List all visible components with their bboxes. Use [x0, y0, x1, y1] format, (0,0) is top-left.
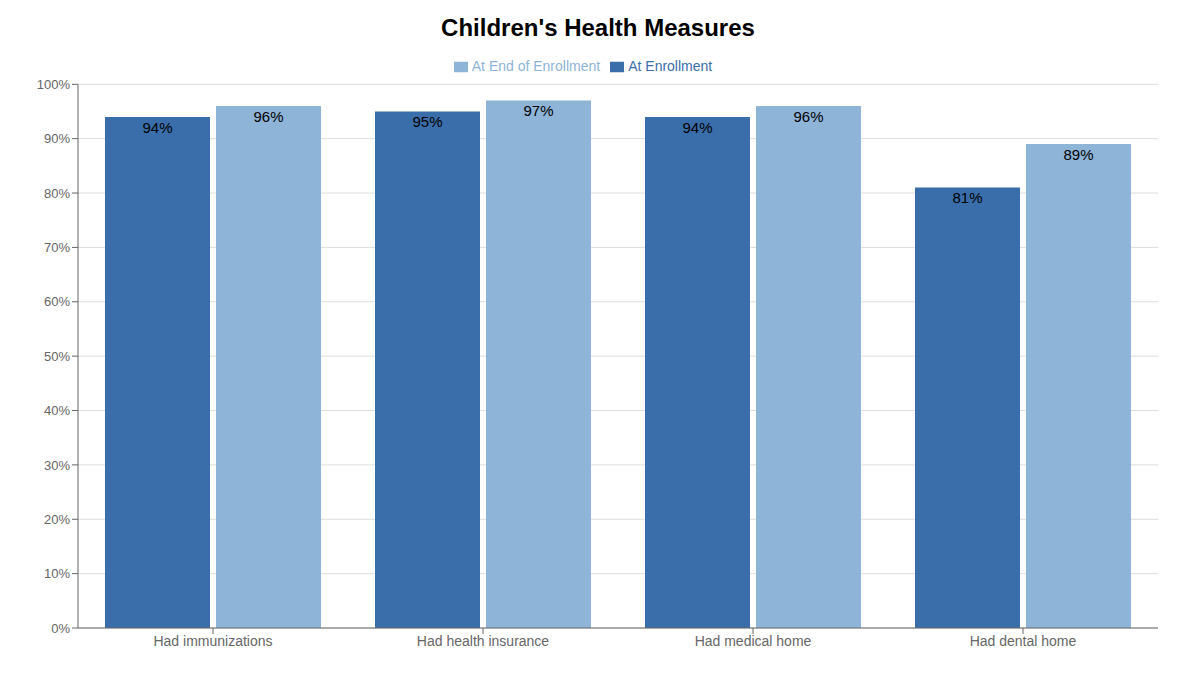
svg-text:81%: 81% — [952, 189, 982, 206]
svg-text:90%: 90% — [44, 131, 70, 146]
svg-text:Had medical home: Had medical home — [695, 633, 812, 649]
svg-text:89%: 89% — [1063, 146, 1093, 163]
svg-text:10%: 10% — [44, 566, 70, 581]
svg-text:20%: 20% — [44, 512, 70, 527]
svg-text:100%: 100% — [37, 77, 71, 92]
svg-text:60%: 60% — [44, 294, 70, 309]
svg-text:96%: 96% — [793, 108, 823, 125]
svg-text:Had health insurance: Had health insurance — [417, 633, 550, 649]
svg-text:40%: 40% — [44, 403, 70, 418]
svg-text:94%: 94% — [682, 119, 712, 136]
html-text:At Enrollment: At Enrollment — [628, 58, 713, 74]
svg-text:50%: 50% — [44, 349, 70, 364]
svg-text:70%: 70% — [44, 240, 70, 255]
svg-text:95%: 95% — [412, 113, 442, 130]
svg-text:96%: 96% — [253, 108, 283, 125]
svg-text:30%: 30% — [44, 458, 70, 473]
html-text:Children's Health Measures: Children's Health Measures — [441, 14, 755, 41]
svg-text:Had dental home: Had dental home — [970, 633, 1077, 649]
svg-text:94%: 94% — [142, 119, 172, 136]
html-text:At End of Enrollment: At End of Enrollment — [471, 58, 601, 74]
svg-text:0%: 0% — [51, 621, 70, 636]
svg-text:Had immunizations: Had immunizations — [153, 633, 272, 649]
svg-text:97%: 97% — [523, 102, 553, 119]
svg-text:80%: 80% — [44, 186, 70, 201]
